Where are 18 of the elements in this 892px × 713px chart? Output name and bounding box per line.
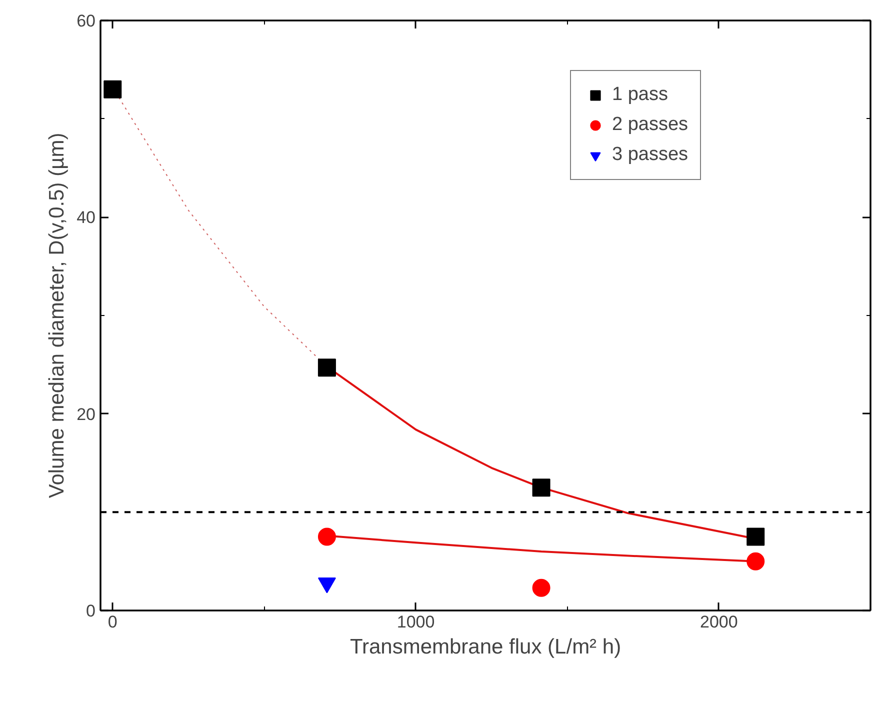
point [318,358,336,377]
legend-label: 1 pass [612,84,668,106]
point [746,552,765,570]
point [746,528,765,546]
y-tick-label: 40 [76,208,96,228]
y-axis-title: Volume median diameter, D(v,0.5) (µm) [46,132,69,498]
x-tick-label: 2000 [700,612,738,632]
legend-label: 3 passes [612,144,688,166]
point [532,478,550,497]
x-tick-label: 1000 [396,612,435,632]
point [532,578,550,597]
y-tick-label: 60 [76,12,96,30]
point [104,80,122,98]
x-tick-label: 0 [108,612,118,632]
y-tick-label: 20 [76,404,96,424]
x-axis-title: Transmembrane flux (L/m² h) [350,636,622,658]
legend-label: 2 passes [612,114,688,136]
point [318,528,336,546]
